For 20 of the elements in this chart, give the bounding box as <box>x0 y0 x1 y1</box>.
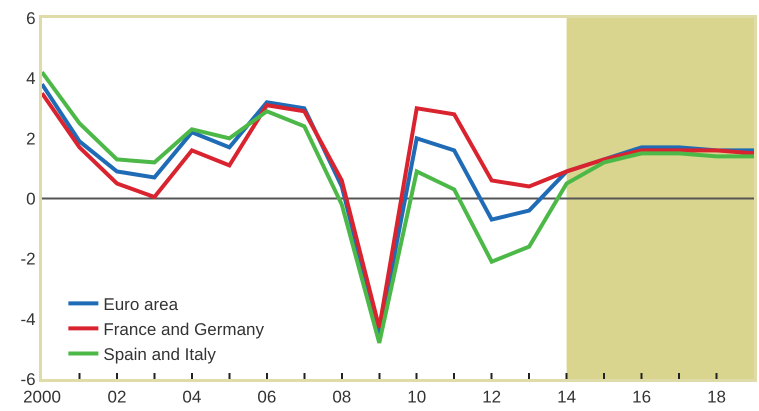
x-tick-label: 2000 <box>23 387 61 406</box>
y-tick-label: -2 <box>20 250 36 269</box>
x-tick-label: 18 <box>707 387 726 406</box>
legend-label: France and Germany <box>103 320 264 340</box>
legend-label: Spain and Italy <box>103 345 216 364</box>
x-tick-label: 16 <box>632 387 652 406</box>
x-tick-label: 08 <box>332 387 352 406</box>
x-tick-label: 12 <box>482 387 502 406</box>
x-tick-label: 06 <box>257 387 276 406</box>
y-tick-label: 6 <box>26 8 36 28</box>
y-tick-label: 4 <box>26 69 36 88</box>
y-tick-label: 2 <box>26 129 36 148</box>
x-tick-label: 10 <box>407 387 426 406</box>
x-tick-label: 04 <box>182 387 202 406</box>
y-tick-label: 0 <box>26 189 36 208</box>
legend-label: Euro area <box>103 294 179 314</box>
y-tick-label: -4 <box>20 310 36 329</box>
y-tick-label: -6 <box>20 370 36 389</box>
x-tick-label: 14 <box>557 387 576 406</box>
x-tick-label: 02 <box>107 387 126 406</box>
